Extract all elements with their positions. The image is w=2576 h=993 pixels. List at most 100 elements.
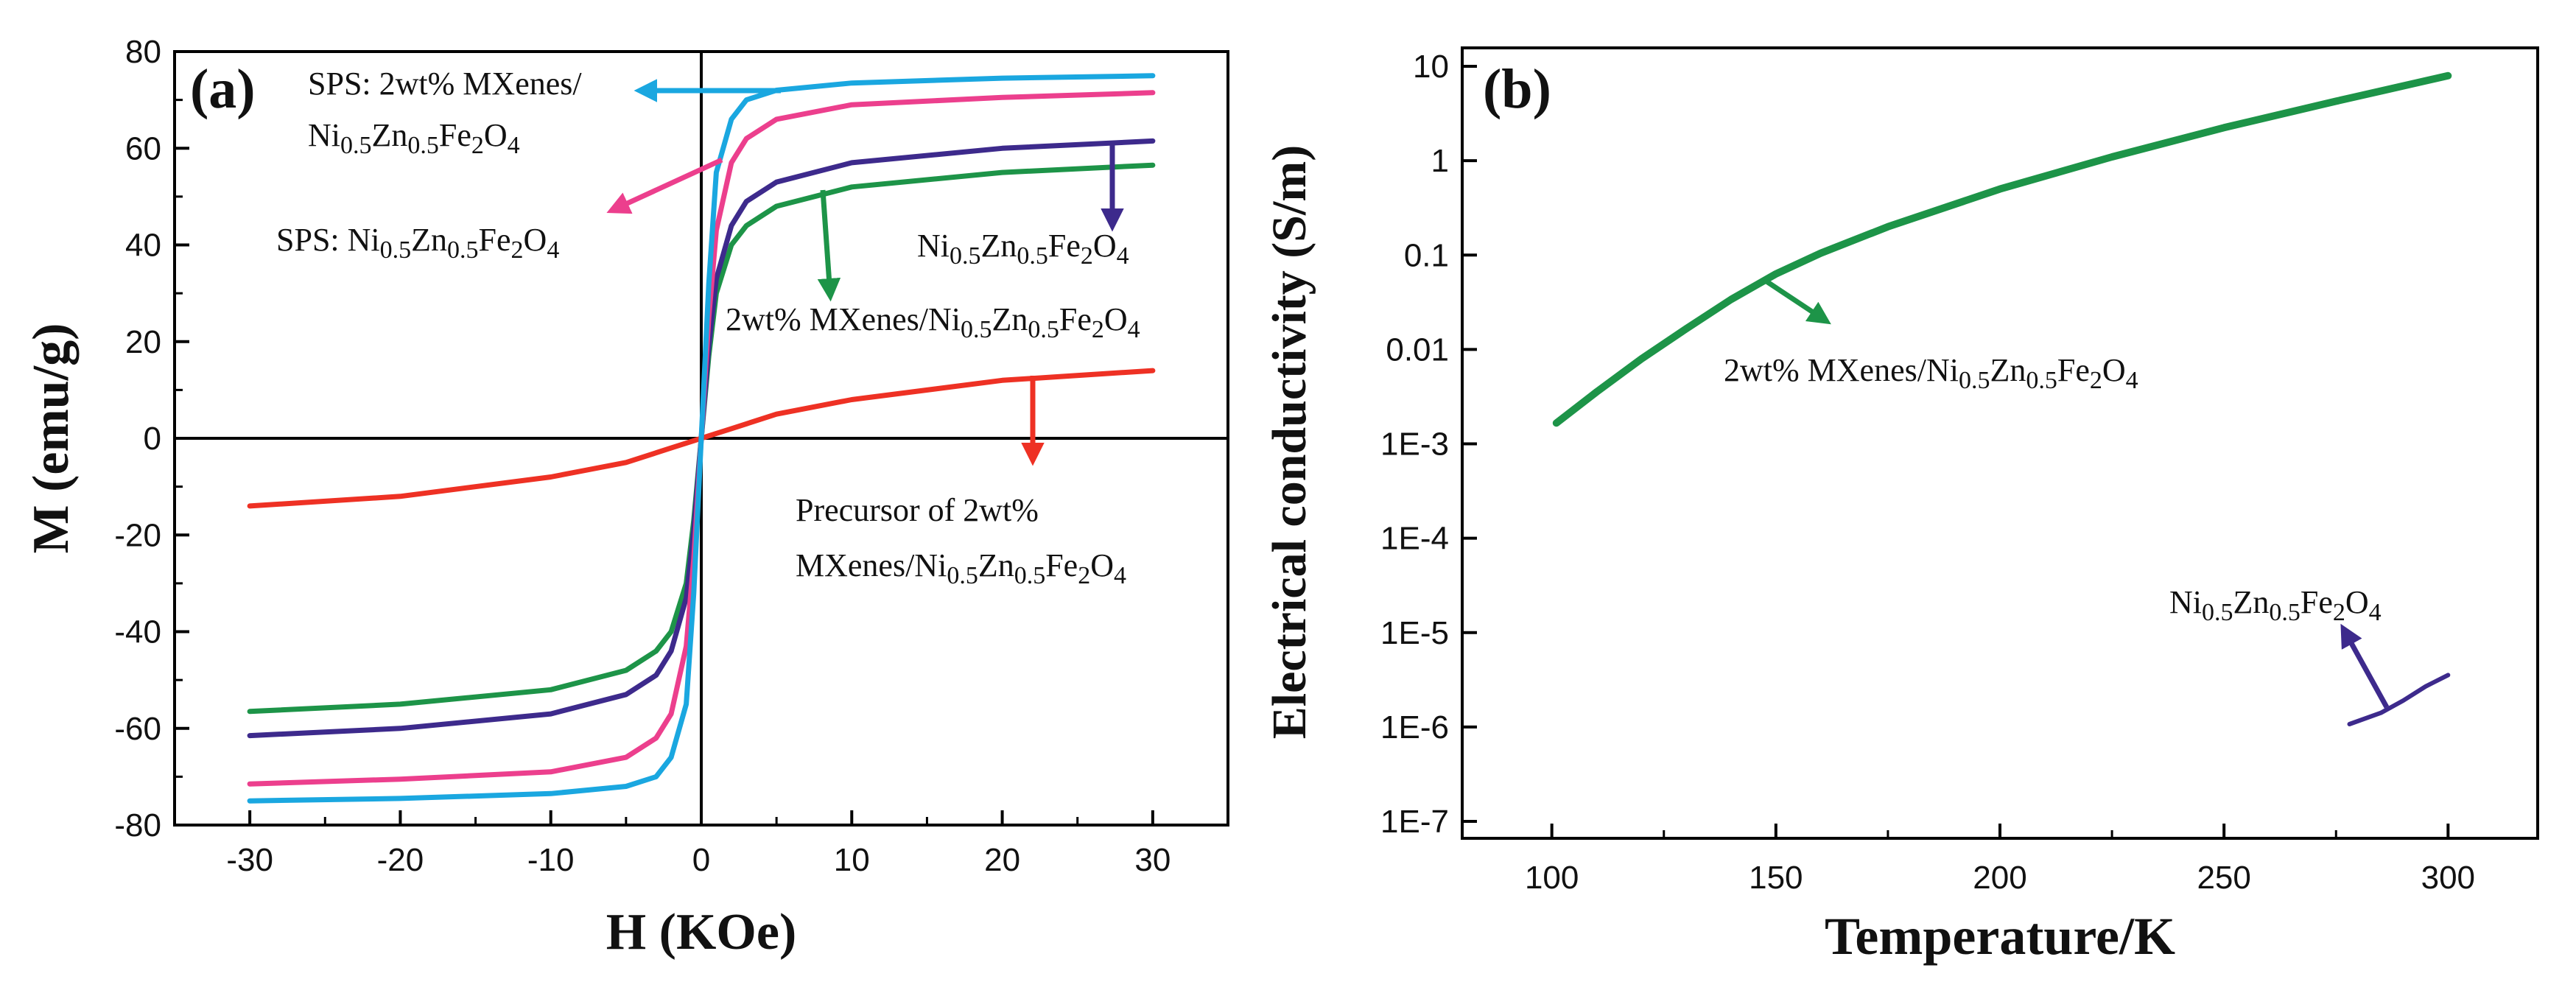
annotation-segment: O: [1104, 301, 1128, 337]
y-tick-label-a: 20: [125, 324, 161, 360]
annotation-sps-mxene-line1: SPS: 2wt% MXenes/: [308, 66, 582, 102]
x-tick-label-b: 200: [1973, 860, 2026, 896]
annotation-subscript: 0.5: [340, 132, 372, 159]
annotation-subscript: 0.5: [961, 316, 992, 343]
annotation-segment: MXenes/Ni: [796, 547, 947, 583]
annotation-subscript: 2: [1081, 242, 1093, 270]
annotation-subscript: 4: [1128, 316, 1140, 343]
annotation-segment: Zn: [411, 222, 447, 258]
annotation-subscript: 4: [1114, 562, 1126, 589]
series-line-b: [1552, 71, 2452, 427]
annotation-segment: Zn: [372, 117, 408, 153]
annotation-subscript: 0.5: [950, 242, 981, 270]
y-tick-label-a: -80: [114, 807, 161, 843]
annotation-precursor-line2: MXenes/Ni0.5Zn0.5Fe2O4: [796, 547, 1126, 589]
arrow-sps-nzf: [606, 157, 723, 214]
x-tick-label-a: 20: [984, 842, 1020, 878]
annotation-segment: SPS: Ni: [276, 222, 380, 258]
y-tick-label-b: 1E-4: [1380, 521, 1449, 557]
annotation-segment: Zn: [981, 228, 1017, 264]
annotation-subscript: 2: [2333, 599, 2345, 626]
x-axis-b: 100 150 200 250 300: [1525, 824, 2475, 896]
y-tick-label-b: 1E-5: [1380, 615, 1449, 651]
annotation-subscript: 0.5: [380, 236, 412, 264]
annotation-subscript: 2: [1092, 316, 1104, 343]
series-group-a: [247, 73, 1156, 804]
y-tick-label-a: 60: [125, 130, 161, 166]
annotation-segment: Fe: [479, 222, 511, 258]
annotation-subscript: 0.5: [447, 236, 479, 264]
series-line-a: [247, 73, 1156, 804]
annotation-subscript: 4: [2126, 367, 2138, 394]
annotation-subscript: 2: [1078, 562, 1090, 589]
annotation-segment: Precursor of 2wt%: [796, 492, 1039, 528]
annotation-segment: 2wt% MXenes/Ni: [1724, 352, 1959, 388]
annotation-segment: Ni: [308, 117, 340, 153]
annotation-subscript: 4: [508, 132, 520, 159]
x-tick-label-b: 250: [2197, 860, 2250, 896]
y-tick-label-a: -60: [114, 711, 161, 747]
annotation-subscript: 0.5: [2026, 367, 2057, 394]
annotation-b-nzf: Ni0.5Zn0.5Fe2O4: [2169, 584, 2382, 626]
annotation-sps-nzf: SPS: Ni0.5Zn0.5Fe2O4: [276, 222, 559, 264]
annotation-segment: O: [2102, 352, 2126, 388]
x-tick-label-a: 30: [1134, 842, 1171, 878]
series-line-b: [2347, 673, 2451, 726]
annotation-subscript: 0.5: [1017, 242, 1048, 270]
plot-frame-b: [1461, 46, 2539, 840]
annotation-segment: O: [524, 222, 547, 258]
x-tick-label-a: -30: [226, 842, 273, 878]
annotation-segment: Zn: [992, 301, 1028, 337]
annotation-segment: Ni: [2169, 584, 2202, 620]
y-tick-label-a: 40: [125, 228, 161, 264]
x-axis-title-a: H (KOe): [606, 904, 797, 961]
annotation-subscript: 2: [2090, 367, 2102, 394]
annotation-subscript: 0.5: [1028, 316, 1059, 343]
annotation-segment: 2wt% MXenes/Ni: [726, 301, 961, 337]
x-tick-label-a: 10: [834, 842, 870, 878]
annotation-segment: O: [1093, 228, 1117, 264]
y-tick-label-b: 0.1: [1404, 237, 1449, 273]
annotation-segment: O: [2345, 584, 2369, 620]
annotation-segment: Zn: [978, 547, 1014, 583]
annotation-mxene-nzf: 2wt% MXenes/Ni0.5Zn0.5Fe2O4: [726, 301, 1140, 343]
annotation-segment: Fe: [1059, 301, 1092, 337]
y-tick-label-a: 80: [125, 34, 161, 70]
panel-a: -30 -20 -10 0 10 20 30 -80 -60 -40 -20 0 20 40 60 80 (…: [23, 34, 1229, 961]
annotation-segment: Fe: [1045, 547, 1078, 583]
arrow-b-mxene-nzf: [1763, 278, 1831, 325]
annotation-subscript: 4: [2369, 599, 2382, 626]
annotation-subscript: 0.5: [1959, 367, 1990, 394]
arrow-b-nzf: [2340, 623, 2390, 709]
y-tick-label-b: 1E-7: [1380, 804, 1449, 840]
annotation-segment: Ni: [917, 228, 950, 264]
y-axis-a: -80 -60 -40 -20 0 20 40 60 80: [114, 34, 189, 843]
panel-label-b: (b): [1483, 58, 1551, 120]
y-tick-label-b: 1E-3: [1380, 427, 1449, 463]
annotation-b-mxene-nzf: 2wt% MXenes/Ni0.5Zn0.5Fe2O4: [1724, 352, 2138, 394]
annotation-subscript: 0.5: [1014, 562, 1046, 589]
y-tick-label-b: 1E-6: [1380, 709, 1449, 745]
panel-b: 100 150 200 250 300 10 1 0.1 0.01 1E-3 1E-4 1E-5 1E…: [1263, 46, 2539, 966]
annotation-subscript: 4: [547, 236, 559, 264]
y-tick-label-a: 0: [144, 421, 161, 457]
series-group-b: [1552, 71, 2452, 726]
annotation-segment: Fe: [1048, 228, 1081, 264]
annotation-subscript: 2: [511, 236, 524, 264]
x-tick-label-a: -10: [527, 842, 575, 878]
x-tick-label-b: 300: [2421, 860, 2475, 896]
arrow-mxene-nzf: [817, 189, 841, 302]
annotation-segment: Zn: [1990, 352, 2026, 388]
annotation-segment: Zn: [2233, 584, 2270, 620]
annotation-segment: SPS: 2wt% MXenes/: [308, 66, 582, 102]
annotation-subscript: 0.5: [947, 562, 978, 589]
y-tick-label-b: 10: [1413, 49, 1449, 85]
annotation-nzf: Ni0.5Zn0.5Fe2O4: [917, 228, 1129, 270]
y-axis-title-a: M (emu/g): [23, 323, 80, 554]
annotation-subscript: 0.5: [407, 132, 439, 159]
x-tick-label-a: -20: [377, 842, 424, 878]
annotation-sps-mxene-line2: Ni0.5Zn0.5Fe2O4: [308, 117, 520, 159]
annotation-subscript: 4: [1117, 242, 1129, 270]
y-tick-label-b: 0.01: [1386, 331, 1449, 368]
y-tick-label-a: -40: [114, 614, 161, 650]
